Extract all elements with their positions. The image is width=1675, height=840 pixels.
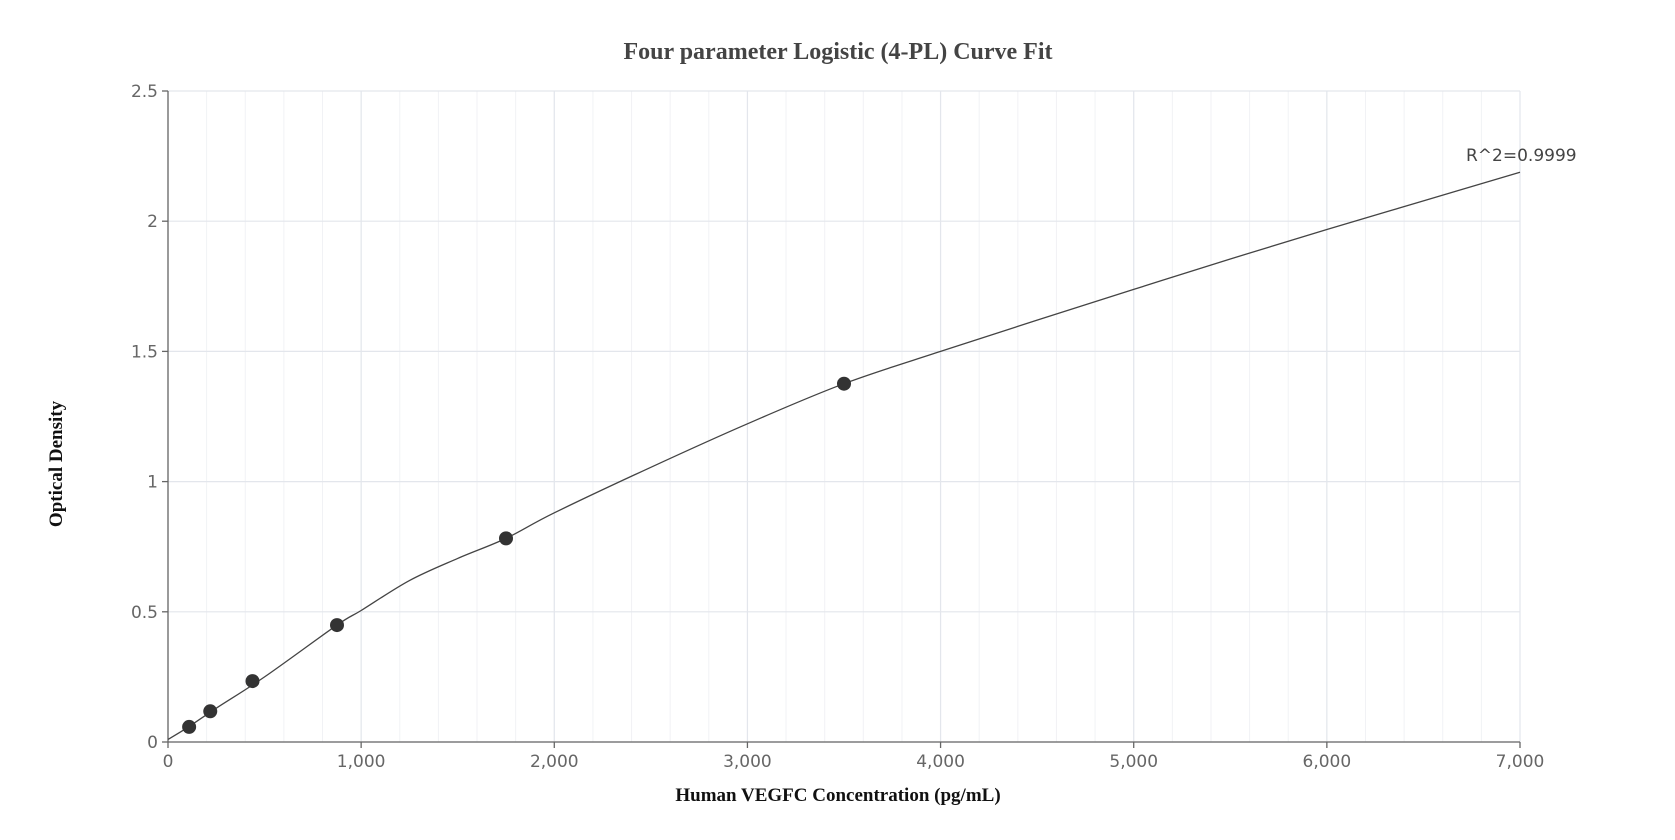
x-axis-label: Human VEGFC Concentration (pg/mL) — [675, 785, 1000, 806]
y-tick-label: 0.5 — [131, 603, 158, 623]
x-tick-label: 6,000 — [1303, 752, 1352, 772]
data-point — [330, 618, 344, 633]
data-point — [182, 719, 197, 734]
y-tick-label: 1 — [147, 473, 158, 493]
x-tick-label: 5,000 — [1109, 752, 1158, 772]
x-tick-label: 3,000 — [723, 752, 772, 772]
x-tick-label: 1,000 — [337, 752, 386, 772]
data-point — [837, 376, 851, 391]
grid — [167, 90, 1521, 743]
ticks: 0 1,000 2,000 3,000 4,000 5,000 6,000 7,000 0 0.5… — [131, 82, 1544, 772]
y-tick-label: 0 — [147, 733, 158, 753]
x-tick-label: 4,000 — [916, 752, 965, 772]
y-tick-label: 1.5 — [131, 342, 158, 362]
data-point — [203, 704, 218, 719]
y-tick-label: 2 — [147, 212, 158, 232]
x-tick-label: 2,000 — [530, 752, 579, 772]
x-tick-label: 0 — [163, 752, 174, 772]
chart-title: Four parameter Logistic (4-PL) Curve Fit — [623, 39, 1052, 65]
data-points — [182, 376, 851, 734]
y-tick-label: 2.5 — [131, 82, 158, 102]
x-tick-label: 7,000 — [1496, 752, 1545, 772]
y-axis-label: Optical Density — [46, 400, 67, 527]
fit-curve-line — [167, 171, 1521, 740]
data-point — [245, 674, 260, 689]
axes — [167, 91, 1520, 743]
r-squared-annotation: R^2=0.9999 — [1466, 146, 1577, 166]
data-point — [499, 531, 513, 546]
